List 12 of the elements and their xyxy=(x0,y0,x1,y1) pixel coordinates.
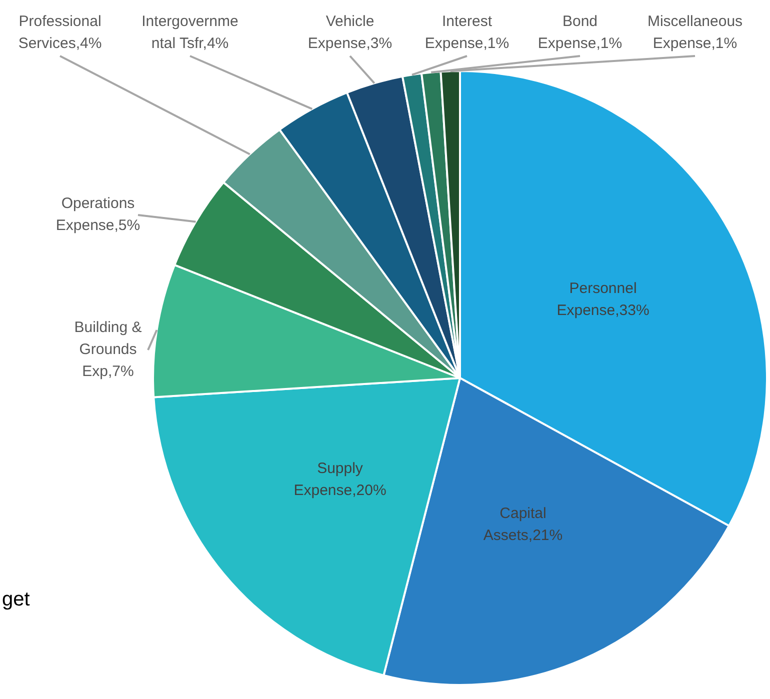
slice-label: Vehicle Expense,3% xyxy=(308,13,392,52)
slice-label: Capital Assets,21% xyxy=(483,505,563,544)
slice-label: Miscellaneous Expense,1% xyxy=(647,13,743,52)
slice-label: Intergovernmental Tsfr,4% xyxy=(142,13,238,52)
slice-label: Interest Expense,1% xyxy=(424,13,510,52)
slice-label: Personnel Expense,33% xyxy=(556,280,650,320)
slice-label: Building & Grounds Exp,7% xyxy=(74,319,142,380)
slice-label: Operations Expense,5% xyxy=(56,195,140,234)
slice-label: Bond Expense,1% xyxy=(538,13,622,52)
slice-label: Supply Expense,20% xyxy=(294,460,386,500)
slice-label: Professional Services,4% xyxy=(18,13,102,52)
text: get xyxy=(2,588,30,611)
